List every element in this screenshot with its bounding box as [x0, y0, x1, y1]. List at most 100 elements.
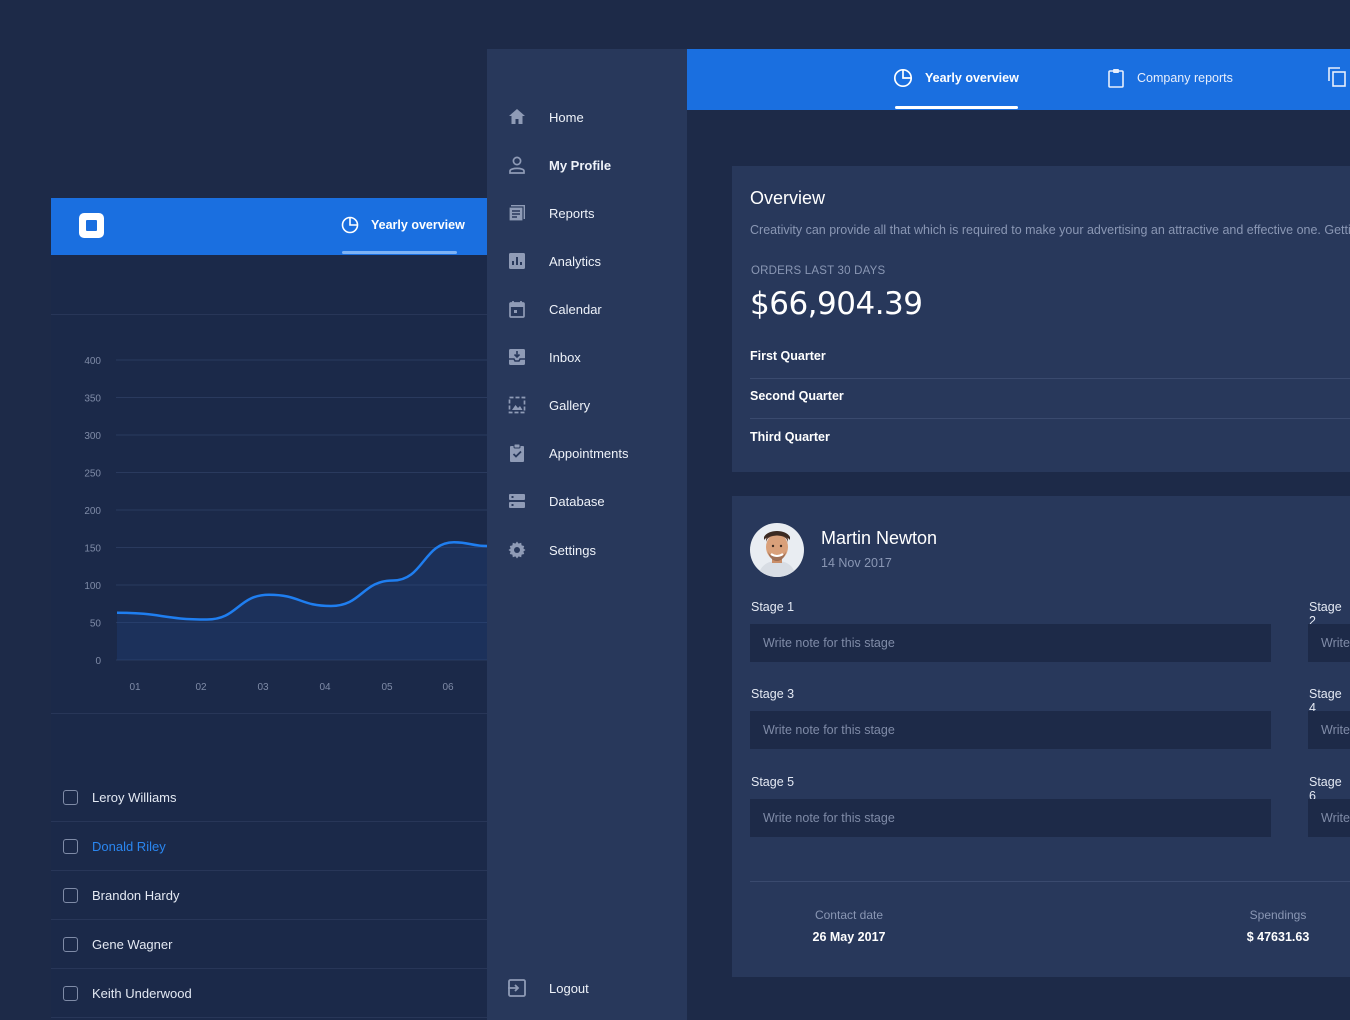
person-date: 14 Nov 2017 [821, 556, 892, 570]
divider [51, 713, 487, 714]
sidebar-item-inbox[interactable]: Inbox [487, 337, 687, 377]
analytics-icon [507, 251, 527, 271]
sidebar-item-database[interactable]: Database [487, 481, 687, 521]
app-logo-icon[interactable] [79, 213, 104, 238]
sidebar-item-label: Home [549, 109, 584, 125]
y-tick-label: 100 [84, 581, 101, 592]
sidebar-item-gallery[interactable]: Gallery [487, 385, 687, 425]
copy-icon[interactable] [1327, 66, 1347, 93]
tab-company-reports[interactable]: Company reports [1107, 66, 1233, 90]
pie-chart-icon [341, 216, 359, 234]
row-checkbox[interactable] [63, 789, 78, 805]
sidebar-item-label: My Profile [549, 157, 612, 173]
x-tick-label: 02 [195, 682, 207, 693]
list-item[interactable]: Leroy Williams [51, 773, 487, 822]
contact-date-value: 26 May 2017 [812, 930, 886, 944]
stage-label: Stage 1 [751, 600, 795, 614]
sidebar: Home My Profile Reports Analytics Calendar In… [487, 49, 687, 1020]
sidebar-item-settings[interactable]: Settings [487, 530, 687, 570]
orders-label: ORDERS LAST 30 DAYS [751, 265, 886, 277]
stage-note-input[interactable] [1308, 711, 1350, 749]
sidebar-item-reports[interactable]: Reports [487, 193, 687, 233]
gallery-icon [507, 395, 527, 415]
y-tick-label: 150 [84, 544, 101, 555]
row-checkbox[interactable] [63, 936, 78, 952]
divider [750, 418, 1350, 419]
stage-note-input[interactable] [1308, 624, 1350, 662]
stage-note-input[interactable] [750, 711, 1271, 749]
stage-note-input[interactable] [750, 624, 1271, 662]
contact-date-label: Contact date [814, 908, 884, 922]
overview-title: Overview [750, 188, 826, 208]
person-name: Martin Newton [821, 528, 938, 548]
sidebar-item-home[interactable]: Home [487, 97, 687, 137]
y-tick-label: 200 [84, 506, 101, 517]
person-name[interactable]: Donald Riley [92, 838, 166, 854]
row-checkbox[interactable] [63, 838, 78, 854]
tab-yearly-overview-left[interactable]: Yearly overview [341, 214, 465, 236]
avatar[interactable] [750, 523, 804, 577]
left-header-bar: Yearly overview [51, 198, 487, 255]
list-item[interactable]: Keith Underwood [51, 969, 487, 1018]
logout-button[interactable]: Logout [487, 968, 687, 1008]
person-name: Leroy Williams [92, 789, 177, 805]
left-panel: Yearly overview 0 50 100 150 200 250 300 350 400… [51, 198, 487, 1020]
row-checkbox[interactable] [63, 887, 78, 903]
active-tab-indicator [342, 251, 457, 254]
y-tick-label: 300 [84, 431, 101, 442]
divider [750, 378, 1350, 379]
clipboard-icon [1108, 69, 1124, 88]
quarter-row-first[interactable]: First Quarter [750, 336, 1350, 376]
stage-label: Stage 3 [751, 687, 795, 701]
chart-series-line [116, 540, 487, 621]
main-header-bar: Yearly overview Company reports [687, 49, 1350, 110]
y-tick-label: 0 [95, 656, 101, 667]
x-tick-label: 06 [442, 682, 454, 693]
x-tick-label: 04 [319, 682, 331, 693]
active-tab-indicator [895, 106, 1018, 109]
y-tick-label: 400 [84, 356, 101, 367]
x-tick-label: 01 [129, 682, 141, 693]
sidebar-item-analytics[interactable]: Analytics [487, 241, 687, 281]
sidebar-item-label: Settings [549, 542, 596, 558]
appointments-icon [507, 443, 527, 463]
sidebar-item-label: Reports [549, 205, 595, 221]
x-tick-label: 03 [257, 682, 269, 693]
sidebar-item-label: Inbox [549, 349, 581, 365]
area-chart: 0 50 100 150 200 250 300 350 400 01 02 03 04 05 06 [84, 356, 487, 693]
list-item[interactable]: Gene Wagner [51, 920, 487, 969]
calendar-icon [507, 299, 527, 319]
user-icon [507, 155, 527, 175]
y-tick-label: 50 [90, 619, 102, 630]
divider [750, 881, 1350, 882]
stage-note-input[interactable] [750, 799, 1271, 837]
stage-label: Stage 4 [1309, 687, 1342, 715]
reports-icon [507, 203, 527, 223]
spendings-value: $ 47631.63 [1246, 930, 1310, 944]
quarter-row-third[interactable]: Third Quarter [750, 417, 1350, 457]
list-item[interactable]: Donald Riley [51, 822, 487, 871]
row-checkbox[interactable] [63, 985, 78, 1001]
x-tick-label: 05 [381, 682, 393, 693]
quarter-row-second[interactable]: Second Quarter [750, 376, 1350, 416]
overview-description: Creativity can provide all that which is… [750, 223, 1350, 237]
stage-label: Stage 6 [1309, 775, 1342, 803]
quarter-label: Second Quarter [750, 389, 844, 403]
sidebar-item-appointments[interactable]: Appointments [487, 433, 687, 473]
sidebar-item-calendar[interactable]: Calendar [487, 289, 687, 329]
overview-card: Overview Creativity can provide all that… [732, 166, 1350, 472]
list-item[interactable]: Brandon Hardy [51, 871, 487, 920]
inbox-icon [507, 347, 527, 367]
person-name: Brandon Hardy [92, 887, 180, 903]
y-tick-label: 350 [84, 394, 101, 405]
home-icon [507, 107, 527, 127]
stage-label: Stage 2 [1309, 600, 1342, 628]
sidebar-item-my-profile[interactable]: My Profile [487, 145, 687, 185]
tab-label: Yearly overview [371, 218, 465, 232]
sidebar-item-label: Calendar [549, 301, 602, 317]
gear-icon [507, 540, 527, 560]
sidebar-item-label: Gallery [549, 397, 591, 413]
stage-note-input[interactable] [1308, 799, 1350, 837]
tab-yearly-overview[interactable]: Yearly overview [893, 66, 1019, 90]
person-name: Keith Underwood [92, 985, 192, 1001]
